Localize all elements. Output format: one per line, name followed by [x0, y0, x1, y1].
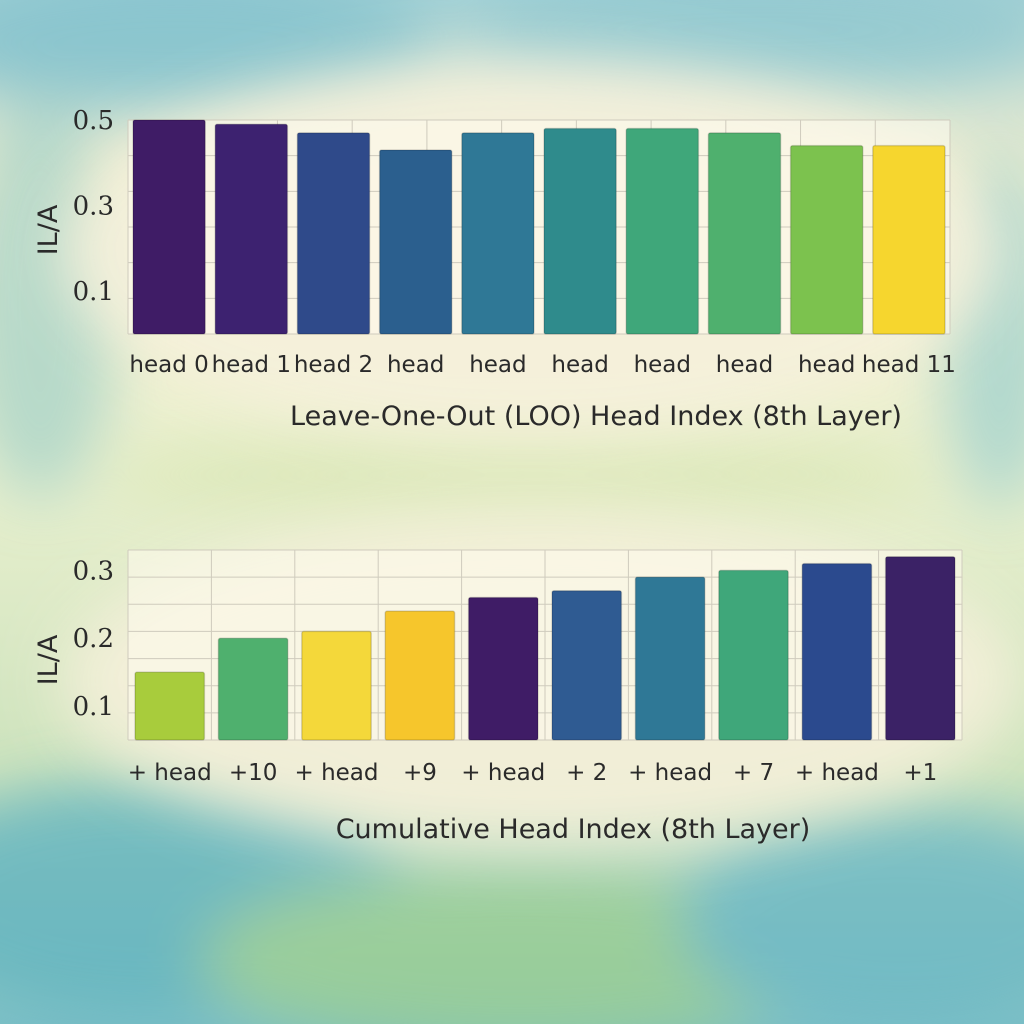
loo-bar-3	[378, 149, 453, 335]
loo-x-axis-title: Leave-One-Out (LOO) Head Index (8th Laye…	[290, 401, 902, 432]
loo-x-tick-2: head 2	[294, 352, 373, 378]
cumulative-bars	[134, 556, 956, 741]
loo-bars	[132, 119, 946, 335]
loo-x-tick-0: head 0	[129, 352, 208, 378]
loo-x-tick-9: head 11	[862, 352, 956, 378]
cumulative-x-tick-5: + 2	[566, 760, 607, 786]
cumulative-bar-3	[384, 610, 456, 741]
loo-x-tick-8: head	[798, 352, 855, 378]
loo-bar-chart: 0.1 0.3 0.5 head 0 head 1 head 2 head head head…	[33, 106, 956, 432]
loo-x-ticks: head 0 head 1 head 2 head head head head head he…	[129, 352, 955, 378]
loo-x-tick-1: head 1	[212, 352, 291, 378]
loo-bar-6	[625, 127, 700, 335]
loo-bar-4	[461, 132, 535, 335]
loo-x-tick-5: head	[551, 352, 608, 378]
cumulative-x-tick-8: + head	[795, 760, 879, 786]
loo-y-tick-2: 0.5	[73, 106, 114, 136]
loo-x-tick-4: head	[469, 352, 526, 378]
loo-bar-2	[296, 132, 371, 335]
cumulative-bar-0	[134, 671, 206, 741]
loo-bar-5	[543, 127, 617, 335]
cumulative-x-tick-6: + head	[628, 760, 712, 786]
cumulative-y-tick-2: 0.3	[73, 556, 114, 586]
cumulative-y-tick-1: 0.2	[73, 624, 114, 654]
loo-bar-8	[789, 144, 864, 335]
loo-bar-9	[872, 144, 946, 335]
cumulative-y-tick-0: 0.1	[73, 692, 114, 722]
cumulative-bar-chart: 0.10.20.3 + head +10 + head +9 + head + 2 + he…	[33, 549, 963, 845]
cumulative-bar-2	[301, 630, 372, 741]
cumulative-bar-6	[634, 576, 706, 741]
loo-x-tick-7: head	[716, 352, 773, 378]
cumulative-chart-panel: 0.1 0.2 0.3 + head +10 + head +9 + head + 2 + he…	[0, 520, 1024, 860]
cumulative-bar-4	[467, 596, 539, 741]
cumulative-x-tick-9: +1	[903, 760, 937, 786]
loo-y-tick-1: 0.3	[73, 192, 114, 222]
loo-y-ticks: 0.1 0.3 0.5	[73, 106, 114, 307]
cumulative-bar-7	[718, 569, 789, 741]
cumulative-x-tick-7: + 7	[733, 760, 774, 786]
cumulative-x-tick-2: + head	[294, 760, 378, 786]
cumulative-y-ticks: 0.1 0.2 0.3	[73, 556, 114, 722]
cumulative-bar-9	[884, 556, 956, 741]
loo-y-tick-0: 0.1	[73, 277, 114, 307]
loo-bar-7	[707, 132, 782, 335]
loo-x-tick-3: head	[387, 352, 444, 378]
cumulative-x-axis-title: Cumulative Head Index (8th Layer)	[336, 814, 811, 845]
loo-y-axis-title: IL/A	[33, 204, 64, 255]
cumulative-x-tick-3: +9	[403, 760, 437, 786]
cumulative-bar-8	[801, 562, 873, 741]
loo-chart-panel: 0.1 0.3 0.5 head 0 head 1 head 2 head head head…	[0, 100, 1024, 460]
cumulative-x-tick-0: + head	[128, 760, 212, 786]
cumulative-bar-5	[551, 589, 623, 741]
loo-bar-0	[132, 119, 206, 335]
loo-x-tick-6: head	[634, 352, 691, 378]
cumulative-x-tick-1: +10	[229, 760, 278, 786]
loo-bar-1	[214, 123, 289, 335]
cumulative-bar-1	[217, 637, 289, 741]
cumulative-x-tick-4: + head	[461, 760, 545, 786]
cumulative-y-axis-title: IL/A	[33, 634, 64, 685]
cumulative-x-ticks: + head +10 + head +9 + head + 2 + head + 7 + hea…	[128, 760, 938, 786]
